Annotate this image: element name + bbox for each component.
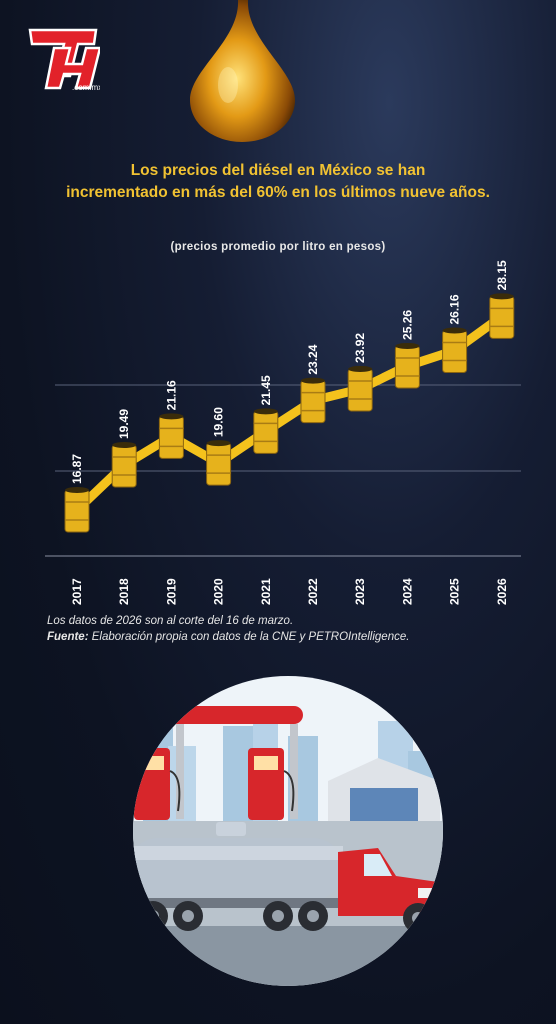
value-label: 19.60 <box>212 407 226 437</box>
x-tick-label: 2017 <box>70 578 84 605</box>
value-label: 21.45 <box>259 375 273 405</box>
value-label: 19.49 <box>117 409 131 439</box>
value-label: 23.24 <box>306 344 320 374</box>
chart-title-line1: Los precios del diésel en México se han <box>130 162 426 179</box>
value-label: 25.26 <box>400 310 414 340</box>
data-point-barrel <box>300 377 326 424</box>
gas-station-illustration <box>133 676 443 986</box>
logo-domain: .com.mx <box>72 83 100 92</box>
diesel-price-chart: 16.87 2017 19.49 2018 21.16 2019 19.60 2020 21.4… <box>45 260 521 605</box>
x-tick-label: 2019 <box>164 578 178 605</box>
data-point-barrel <box>64 487 90 533</box>
x-tick-label: 2022 <box>306 578 320 605</box>
x-tick-label: 2020 <box>212 578 226 605</box>
x-tick-label: 2023 <box>353 578 367 605</box>
source-label: Fuente: <box>47 631 89 643</box>
data-note: Los datos de 2026 son al corte del 16 de… <box>47 615 294 627</box>
data-point-barrel <box>394 342 420 389</box>
source-note: Fuente: Elaboración propia con datos de … <box>47 630 547 645</box>
series-line <box>73 312 505 514</box>
source-text: Elaboración propia con datos de la CNE y… <box>88 631 410 643</box>
data-point-barrel <box>442 327 468 373</box>
data-point-barrel <box>111 442 137 488</box>
x-tick-label: 2026 <box>495 578 509 605</box>
value-label: 21.16 <box>164 380 178 410</box>
x-tick-label: 2024 <box>400 578 414 605</box>
data-point-barrel <box>206 440 232 486</box>
chart-subtitle: (precios promedio por litro en pesos) <box>170 241 386 253</box>
x-tick-label: 2018 <box>117 578 131 605</box>
value-label: 26.16 <box>448 294 462 324</box>
chart-title-line2: incrementado en más del 60% en los últim… <box>66 184 490 201</box>
x-tick-label: 2025 <box>448 578 462 605</box>
value-label: 23.92 <box>353 333 367 363</box>
value-label: 16.87 <box>70 454 84 484</box>
x-tick-label: 2021 <box>259 578 273 605</box>
data-point-barrel <box>347 365 373 412</box>
data-point-barrel <box>158 413 184 459</box>
value-label: 28.15 <box>495 260 509 290</box>
chart-title: Los precios del diésel en México se han … <box>20 160 536 204</box>
data-point-barrel <box>253 408 279 454</box>
tyt-logo: .com.mx <box>26 26 102 92</box>
data-point-barrel <box>489 293 515 339</box>
fuel-drop-icon <box>190 0 295 142</box>
